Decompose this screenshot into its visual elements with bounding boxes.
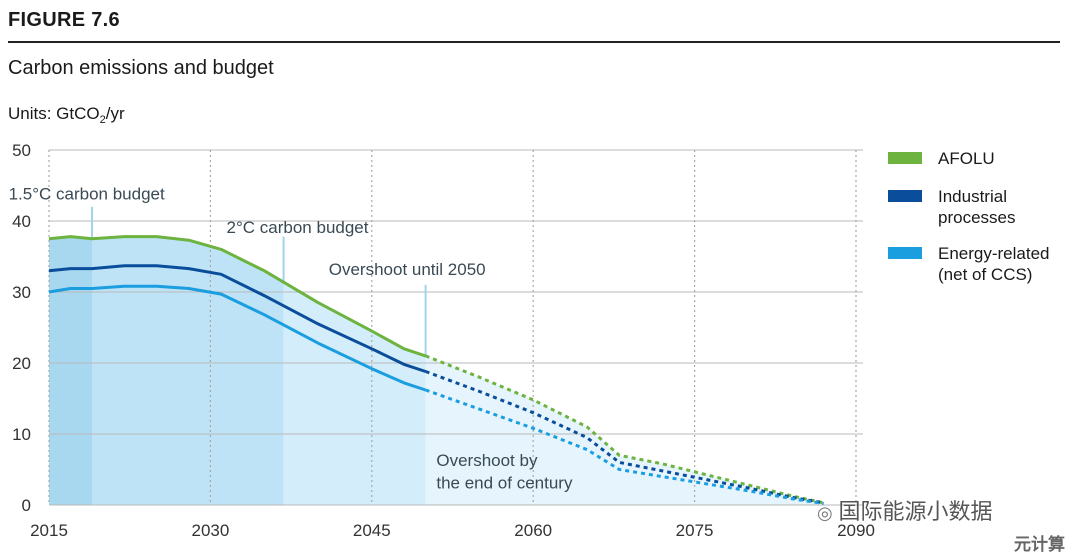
series-line-energy-dotted <box>425 388 824 506</box>
annotation-0: 1.5°C carbon budget <box>9 185 165 204</box>
chart-title: Carbon emissions and budget <box>8 57 274 79</box>
series-line-industrial-solid <box>48 264 427 373</box>
units-suffix: /yr <box>105 104 125 123</box>
wechat-icon: ◎ <box>817 503 839 524</box>
units-prefix: Units: GtCO <box>8 104 100 123</box>
x-tick-label-2030: 2030 <box>191 521 229 540</box>
budget-band-0 <box>49 236 92 505</box>
budget-band-3 <box>425 355 824 505</box>
legend-swatch-energy <box>888 247 922 259</box>
x-tick-label-2015: 2015 <box>30 521 68 540</box>
watermark-corner: 元计算 <box>1014 535 1065 555</box>
watermark-label: 国际能源小数据 <box>838 500 993 525</box>
header-rule <box>8 41 1060 43</box>
x-tick-label-2060: 2060 <box>514 521 552 540</box>
legend-label-afolu: AFOLU <box>938 149 995 168</box>
annotation-4: the end of century <box>436 474 573 493</box>
y-tick-label-0: 0 <box>22 496 31 515</box>
x-tick-label-2090: 2090 <box>837 521 875 540</box>
x-tick-label-2075: 2075 <box>676 521 714 540</box>
annotation-3: Overshoot by <box>436 451 538 470</box>
y-tick-label-50: 50 <box>12 141 31 160</box>
x-tick-label-2045: 2045 <box>353 521 391 540</box>
budget-band-1 <box>92 236 284 505</box>
units-subscript: 2 <box>99 114 106 126</box>
series-line-industrial-dotted <box>425 370 824 505</box>
series-line-afolu-solid <box>48 235 427 358</box>
legend-label-industrial: Industrial processes <box>938 187 1016 227</box>
figure-label: FIGURE 7.6 <box>8 9 120 31</box>
series-line-afolu-dotted <box>425 354 825 505</box>
watermark-text: ◎ 国际能源小数据 <box>817 494 992 526</box>
y-tick-label-10: 10 <box>12 425 31 444</box>
annotation-1: 2°C carbon budget <box>227 218 369 237</box>
legend-swatch-industrial <box>888 190 922 202</box>
budget-band-2 <box>283 282 426 505</box>
y-tick-label-40: 40 <box>12 212 31 231</box>
legend-label-energy: Energy-related (net of CCS) <box>938 244 1050 284</box>
y-tick-label-20: 20 <box>12 354 31 373</box>
annotation-2: Overshoot until 2050 <box>329 260 486 279</box>
legend-swatch-afolu <box>888 152 922 164</box>
y-tick-label-30: 30 <box>12 283 31 302</box>
units-label: Units: GtCO2/yr <box>8 104 125 126</box>
series-line-energy-solid <box>48 284 427 392</box>
